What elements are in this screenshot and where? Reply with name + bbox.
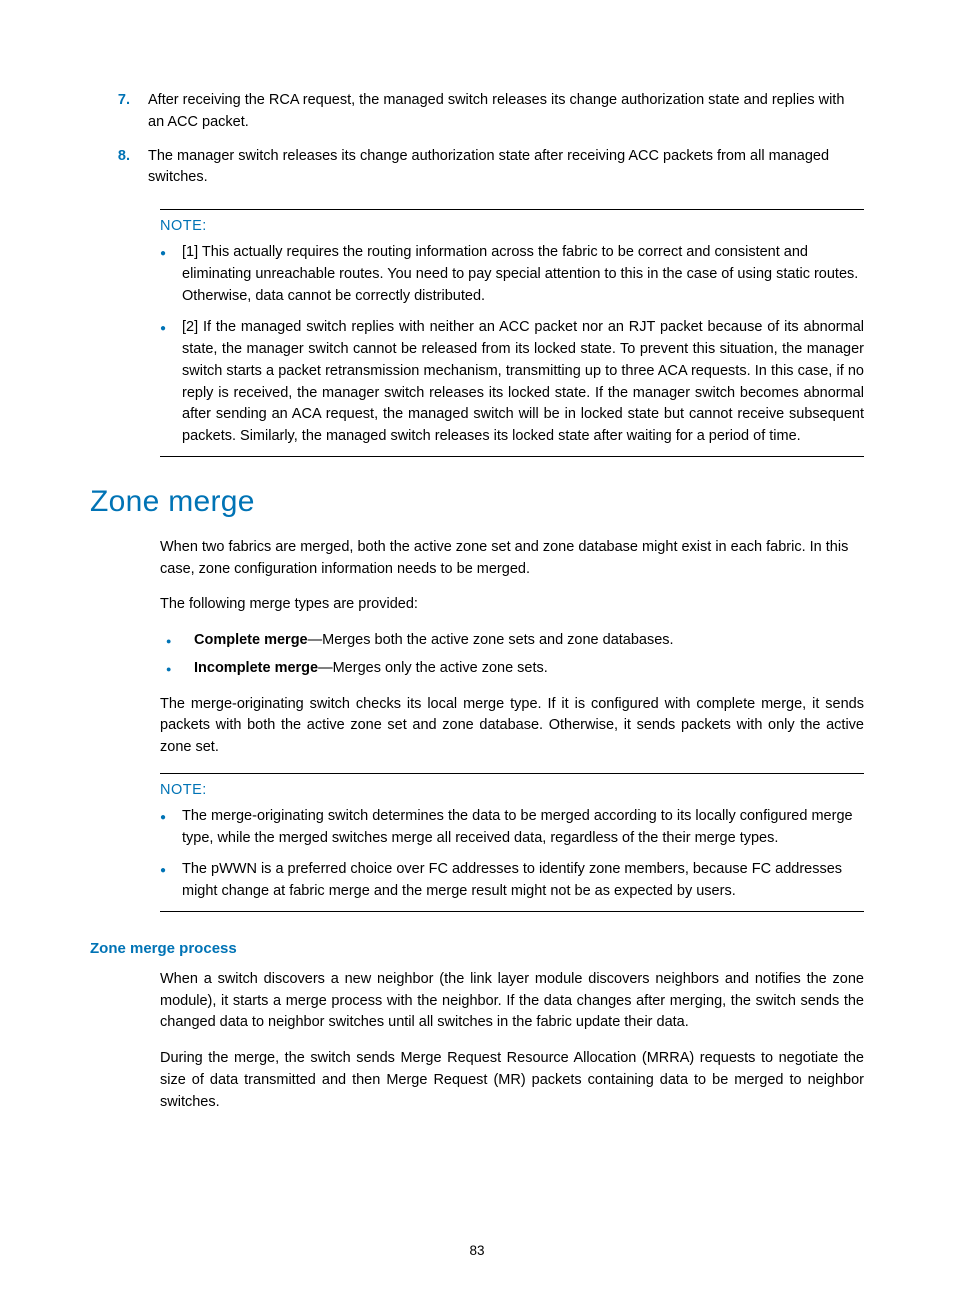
list-item: ● Incomplete merge—Merges only the activ… [160,658,864,680]
note-item: ● [1] This actually requires the routing… [160,242,864,307]
bullet-icon: ● [160,806,182,850]
note-box: NOTE: ● [1] This actually requires the r… [160,209,864,457]
bullet-icon: ● [160,317,182,448]
term: Complete merge [194,632,308,648]
paragraph: When a switch discovers a new neighbor (… [160,969,864,1034]
note-text: The pWWN is a preferred choice over FC a… [182,859,864,903]
note-text: [1] This actually requires the routing i… [182,242,864,307]
paragraph: When two fabrics are merged, both the ac… [160,537,864,581]
note-text: The merge-originating switch determines … [182,806,864,850]
merge-types-list: ● Complete merge—Merges both the active … [160,630,864,680]
ordered-step: 8. The manager switch releases its chang… [90,146,864,190]
note-text: [2] If the managed switch replies with n… [182,317,864,448]
list-item-text: Complete merge—Merges both the active zo… [194,630,864,652]
step-number: 8. [90,146,148,190]
term-rest: —Merges both the active zone sets and zo… [308,632,674,648]
note-item: ● The pWWN is a preferred choice over FC… [160,859,864,903]
heading-zone-merge-process: Zone merge process [90,940,864,957]
heading-zone-merge: Zone merge [90,485,864,519]
bullet-icon: ● [160,859,182,903]
bullet-icon: ● [160,242,182,307]
note-box: NOTE: ● The merge-originating switch det… [160,773,864,912]
note-item: ● [2] If the managed switch replies with… [160,317,864,448]
bullet-icon: ● [160,630,194,652]
ordered-steps-list: 7. After receiving the RCA request, the … [90,90,864,189]
page-number: 83 [90,1243,864,1258]
term: Incomplete merge [194,660,318,676]
step-text: The manager switch releases its change a… [148,146,864,190]
list-item: ● Complete merge—Merges both the active … [160,630,864,652]
paragraph: The following merge types are provided: [160,594,864,616]
step-number: 7. [90,90,148,134]
note-label: NOTE: [160,782,864,798]
bullet-icon: ● [160,658,194,680]
note-list: ● The merge-originating switch determine… [160,806,864,903]
term-rest: —Merges only the active zone sets. [318,660,548,676]
paragraph: During the merge, the switch sends Merge… [160,1048,864,1113]
step-text: After receiving the RCA request, the man… [148,90,864,134]
page: 7. After receiving the RCA request, the … [0,0,954,1298]
ordered-step: 7. After receiving the RCA request, the … [90,90,864,134]
note-label: NOTE: [160,218,864,234]
note-list: ● [1] This actually requires the routing… [160,242,864,448]
list-item-text: Incomplete merge—Merges only the active … [194,658,864,680]
paragraph: The merge-originating switch checks its … [160,694,864,759]
note-item: ● The merge-originating switch determine… [160,806,864,850]
